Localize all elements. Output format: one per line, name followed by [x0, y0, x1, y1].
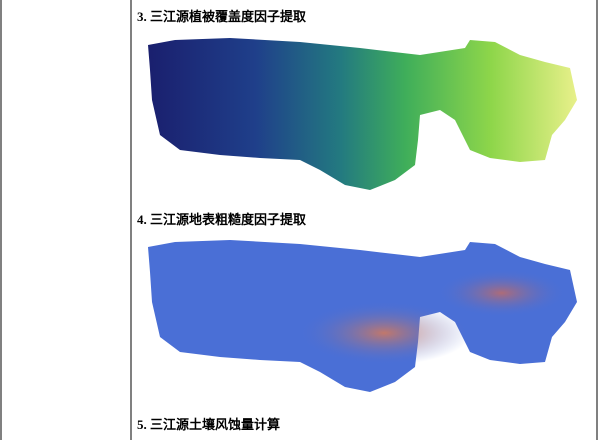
section-heading: 3. 三江源植被覆盖度因子提取: [137, 9, 307, 24]
vegetation-map: [148, 38, 577, 190]
roughness-map: [145, 237, 580, 397]
section-heading: 5. 三江源土壤风蚀量计算: [137, 417, 281, 432]
section-heading: 4. 三江源地表粗糙度因子提取: [137, 212, 307, 227]
